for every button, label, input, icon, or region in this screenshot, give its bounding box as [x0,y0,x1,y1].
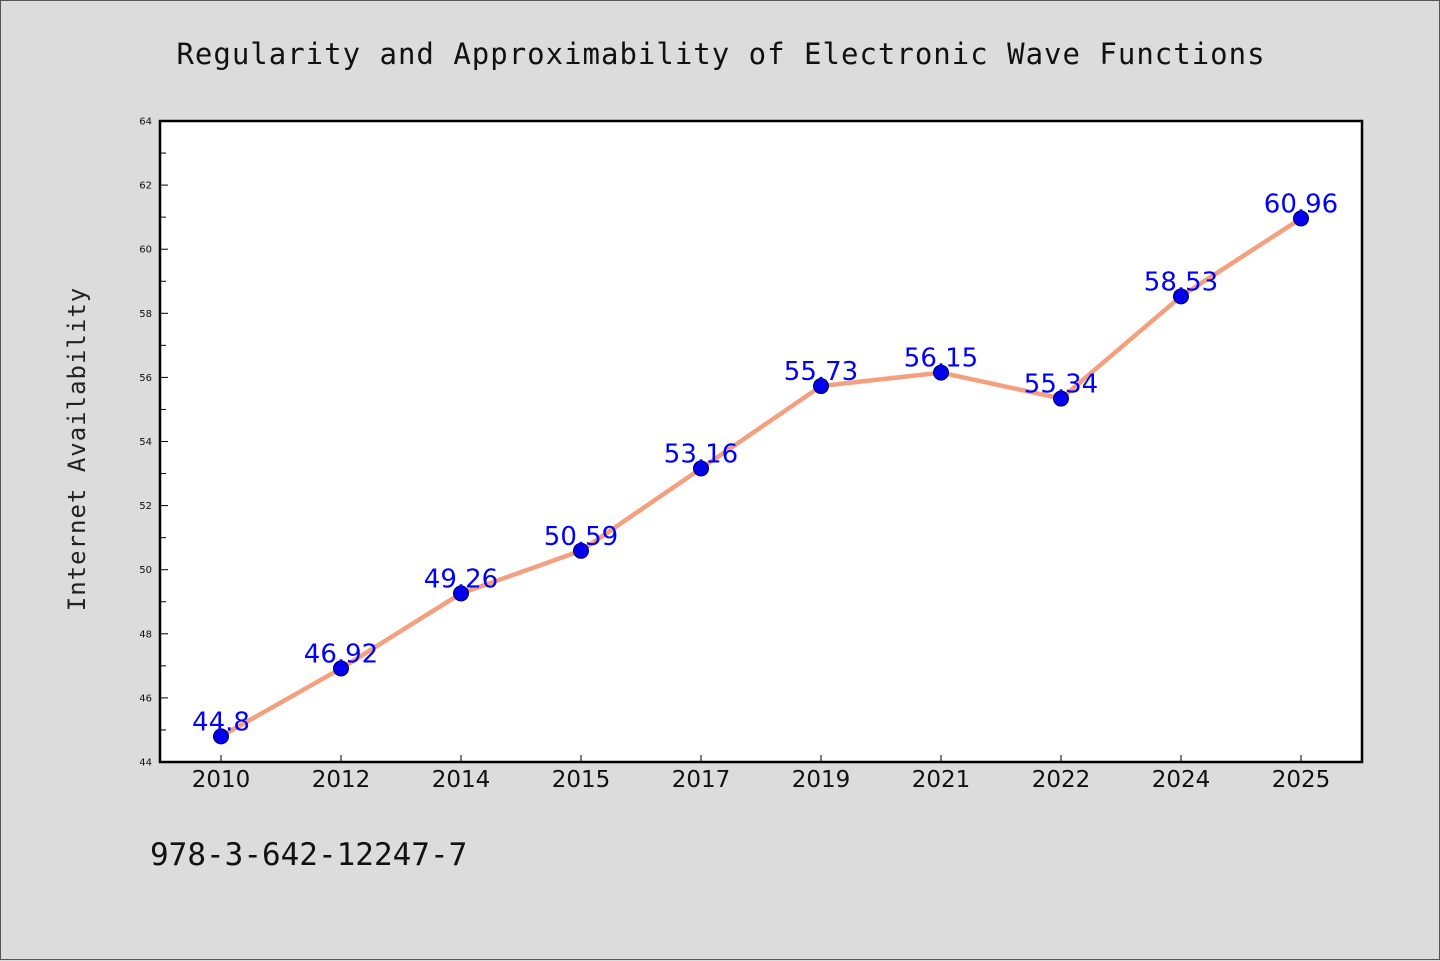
x-tick-label: 2025 [1272,767,1331,793]
x-tick-label: 2012 [312,767,371,793]
y-tick-label: 58 [139,309,152,320]
marker-layer [213,210,1309,745]
data-point-marker [933,364,949,381]
y-tick-label: 48 [139,629,152,640]
series-line [218,216,1304,739]
data-point-label: 46.92 [304,639,378,669]
y-tick-label: 62 [139,181,152,192]
data-point-marker [573,542,589,559]
y-tick-label: 60 [139,245,152,256]
data-point-marker [1173,288,1189,305]
data-point-marker [813,378,829,395]
x-tick-label: 2022 [1032,767,1091,793]
y-tick-label: 54 [139,437,152,448]
x-tick-label: 2017 [672,767,731,793]
data-point-label: 50.59 [544,522,618,552]
y-axis-label: Internet Availability [63,287,91,611]
x-tick-label: 2014 [432,767,491,793]
data-point-label: 49.26 [424,564,498,594]
x-axis: 2010 2012 2014 2015 2017 2019 2021 2022 2024 2025 [192,755,1331,793]
y-tick-label: 52 [139,501,152,512]
x-tick-label: 2021 [912,767,971,793]
x-tick-label: 2024 [1152,767,1211,793]
chart-title: Regularity and Approximability of Electr… [176,37,1265,71]
data-point-marker [1293,210,1309,227]
data-label-layer: 44.8 46.92 49.26 50.59 53.16 55.73 56.15 55.34 5… [192,189,1338,737]
x-tick-label: 2015 [552,767,611,793]
isbn-text: 978-3-642-12247-7 [150,837,467,873]
y-tick-label: 46 [139,693,152,704]
data-point-label: 44.8 [192,707,250,737]
data-point-label: 56.15 [904,344,978,374]
data-point-label: 58.53 [1144,267,1218,297]
data-point-marker [453,585,469,602]
data-point-label: 55.73 [784,357,858,387]
data-point-marker [693,460,709,477]
x-tick-label: 2010 [192,767,251,793]
y-axis: 44 46 48 50 52 54 56 58 60 62 64 [139,117,168,769]
data-point-marker [1053,390,1069,407]
data-point-label: 53.16 [664,439,738,469]
data-point-label: 60.96 [1264,189,1338,219]
data-point-marker [213,728,229,745]
y-tick-label: 44 [139,758,152,769]
y-tick-label: 50 [139,565,152,576]
data-point-label: 55.34 [1024,370,1098,400]
series-layer [218,216,1304,739]
y-tick-label: 64 [139,117,152,128]
y-tick-label: 56 [139,373,152,384]
data-point-marker [333,660,349,677]
x-tick-label: 2019 [792,767,851,793]
